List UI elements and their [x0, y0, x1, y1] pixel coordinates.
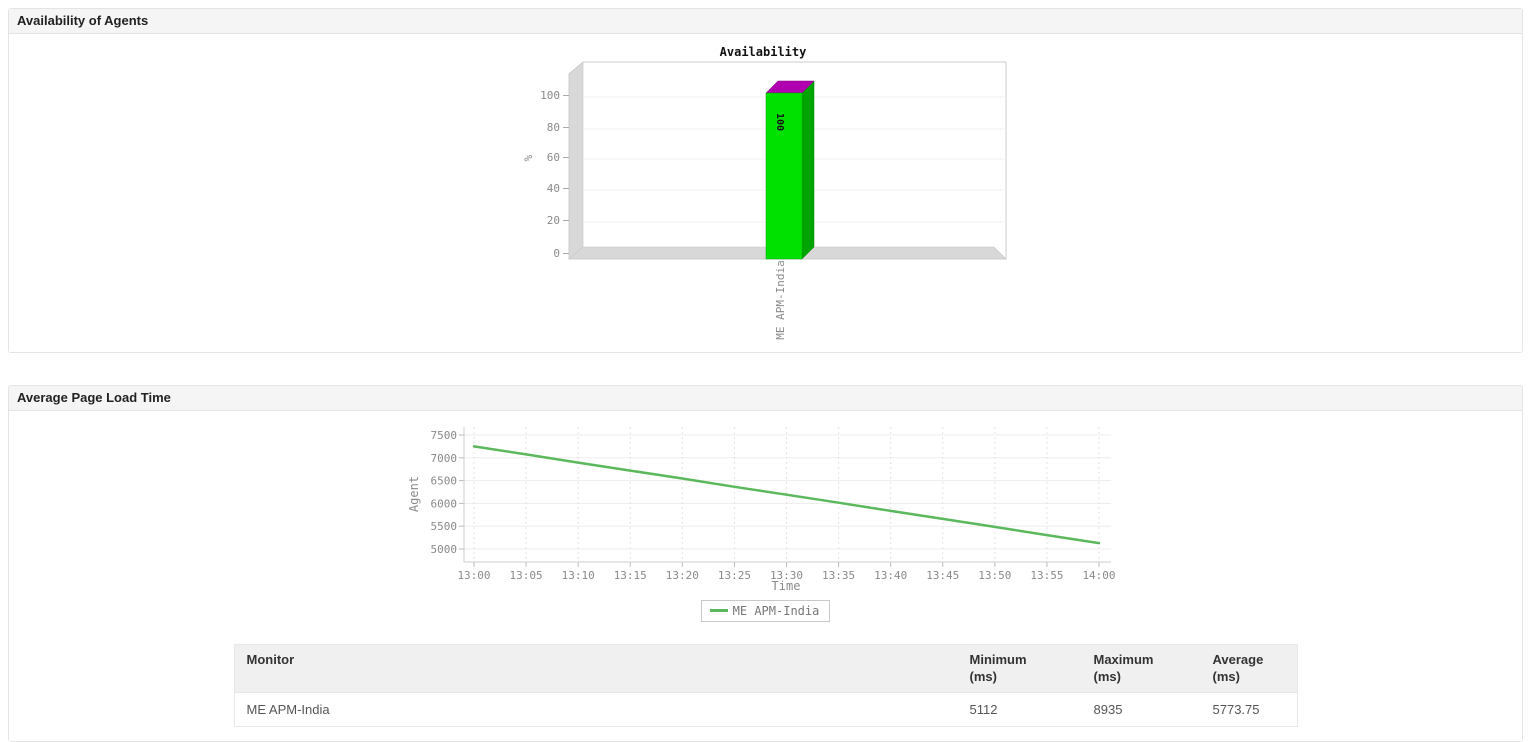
stats-table-body: ME APM-India 5112 8935 5773.75 [234, 692, 1297, 727]
average-page-load-time-panel: Average Page Load Time 5000 5500 6000 6500 7… [8, 385, 1523, 742]
series-line [472, 445, 1100, 545]
stats-table-head: Monitor Minimum (ms) Maximum (ms) Average (… [234, 644, 1297, 693]
x-tick-label: 13:25 [717, 569, 750, 582]
wall-left [568, 61, 583, 260]
bar-value-label: 100 [774, 113, 785, 131]
bar-front-face [765, 92, 802, 260]
y-tick-label: 5500 [430, 520, 457, 533]
chart-border [568, 61, 1006, 260]
y-tick-label: 7000 [430, 452, 457, 465]
x-tick-label: 13:05 [509, 569, 542, 582]
monitor-name-cell[interactable]: ME APM-India [234, 692, 958, 727]
availability-panel-body: Availability 0 20 40 60 80 100% 100 ME APM-India [9, 40, 1522, 352]
legend-wrapper: ME APM-India [9, 599, 1522, 622]
page-load-stats-table: Monitor Minimum (ms) Maximum (ms) Average (… [233, 643, 1298, 727]
x-tick-label: 13:55 [1030, 569, 1063, 582]
table-cell: 5112 [957, 692, 1082, 727]
availability-bar-chart[interactable]: Availability 0 20 40 60 80 100% 100 ME APM-India [516, 40, 1016, 340]
x-tick-label: 13:15 [613, 569, 646, 582]
x-tick-label: 13:35 [822, 569, 855, 582]
page-load-line-chart[interactable]: 5000 5500 6000 6500 7000 7500 13:00 13:05 13:10 1… [406, 417, 1126, 597]
y-tick-label: 40 [546, 182, 559, 195]
chart-legend[interactable]: ME APM-India [700, 599, 831, 622]
legend-series-label: ME APM-India [732, 603, 820, 618]
y-tick-label: 5000 [430, 543, 457, 556]
x-tick-label: 13:10 [561, 569, 594, 582]
bar-side-face [801, 80, 814, 260]
table-header-cell: Maximum (ms) [1081, 644, 1201, 693]
page-load-panel-body: 5000 5500 6000 6500 7000 7500 13:00 13:05 13:10 1… [9, 417, 1522, 741]
y-axis-label: Agent [407, 476, 421, 512]
x-axis-label: Time [771, 579, 800, 593]
table-cell: 8935 [1081, 692, 1201, 727]
table-header-cell: Minimum (ms) [957, 644, 1082, 693]
table-cell: 5773.75 [1200, 692, 1297, 727]
table-header-cell: Monitor [234, 644, 958, 693]
y-axis-label: % [522, 154, 535, 161]
y-tick-label: 0 [553, 247, 560, 260]
panel-title-availability-of-agents: Availability of Agents [9, 9, 1522, 34]
x-tick-label: 13:45 [926, 569, 959, 582]
y-tick-label: 100 [540, 89, 560, 102]
legend-line-swatch [709, 609, 728, 612]
y-tick-label: 6500 [430, 475, 457, 488]
table-header-row: Monitor Minimum (ms) Maximum (ms) Average (… [234, 644, 1297, 693]
panel-gap [8, 353, 1523, 385]
x-category-label: ME APM-India [774, 260, 787, 339]
x-tick-label: 13:00 [457, 569, 490, 582]
y-tick-label: 20 [546, 214, 559, 227]
x-tick-label: 13:40 [874, 569, 907, 582]
x-tick-label: 14:00 [1082, 569, 1115, 582]
table-header-cell: Average (ms) [1200, 644, 1297, 693]
x-tick-label: 13:50 [978, 569, 1011, 582]
y-tick-label: 7500 [430, 429, 457, 442]
availability-of-agents-panel: Availability of Agents Availability 0 20 40… [8, 8, 1523, 353]
y-tick-label: 80 [546, 121, 559, 134]
panel-title-average-page-load-time: Average Page Load Time [9, 386, 1522, 411]
table-row: ME APM-India 5112 8935 5773.75 [234, 692, 1297, 727]
x-tick-label: 13:20 [665, 569, 698, 582]
x-tick-label: 13:30 [769, 569, 802, 582]
bar-chart-title: Availability [719, 45, 806, 59]
y-tick-label: 6000 [430, 497, 457, 510]
y-tick-label: 60 [546, 151, 559, 164]
